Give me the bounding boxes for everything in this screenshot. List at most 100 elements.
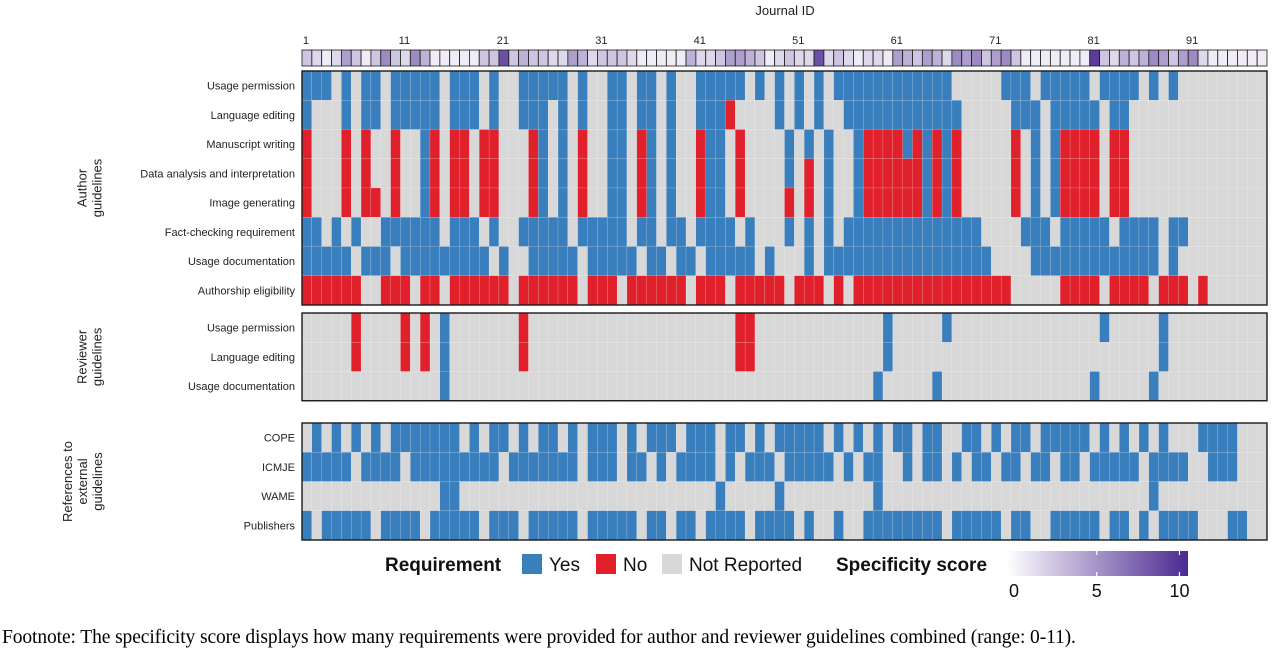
cell-85 [1128,187,1140,218]
cell-58 [863,129,874,159]
cell-10 [390,452,401,482]
score-cell-41 [695,49,707,67]
cell-36 [646,70,657,101]
score-cell-81 [1089,49,1101,67]
cell-15 [439,129,450,159]
cell-2 [311,187,322,218]
cell-36 [646,275,657,306]
cell-36 [646,217,657,247]
cell-90 [1178,129,1189,159]
cell-23 [518,510,529,541]
cell-32 [607,422,618,453]
legend-label-no: No [623,555,647,576]
cell-83 [1109,246,1120,276]
cell-3 [321,452,332,482]
cell-94 [1217,452,1228,482]
cell-12 [410,217,421,247]
cell-78 [1060,342,1071,372]
cell-3 [321,481,332,511]
cell-64 [922,129,933,159]
cell-68 [961,100,972,130]
cell-92 [1197,275,1209,306]
cell-94 [1217,70,1228,101]
cell-34 [626,275,637,306]
cell-76 [1040,246,1051,276]
cell-41 [695,452,706,482]
cell-26 [548,246,559,276]
row-data-analysis-and-interpretation [301,158,1268,189]
cell-45 [735,481,746,511]
cell-95 [1227,129,1238,159]
cell-59 [872,158,884,189]
cell-9 [380,371,391,401]
cell-52 [804,422,815,453]
cell-44 [725,275,736,306]
cell-87 [1148,452,1159,482]
cell-79 [1069,246,1081,276]
score-cell-7 [360,49,372,67]
cell-80 [1079,70,1090,101]
cell-83 [1109,275,1120,306]
cell-3 [321,371,332,401]
cell-51 [794,100,805,130]
cell-83 [1109,481,1120,511]
cell-10 [390,481,401,511]
score-cell-42 [705,49,716,67]
cell-65 [932,481,943,511]
cell-78 [1060,100,1071,130]
cell-57 [853,422,864,453]
cell-46 [744,452,756,482]
cell-30 [587,129,598,159]
cell-85 [1128,312,1140,343]
cell-66 [941,452,953,482]
cell-1 [301,481,312,511]
cell-74 [1020,129,1031,159]
cell-20 [488,217,500,247]
cell-35 [636,452,647,482]
cell-49 [774,371,785,401]
cell-35 [636,312,647,343]
cell-68 [961,481,972,511]
cell-38 [666,342,677,372]
cell-28 [567,371,578,401]
score-cell-66 [941,49,953,67]
cell-74 [1020,187,1031,218]
cell-55 [833,70,844,101]
cell-60 [882,100,893,130]
cell-80 [1079,275,1090,306]
score-cell-79 [1069,49,1081,67]
cell-58 [863,422,874,453]
cell-11 [400,312,411,343]
cell-3 [321,100,332,130]
cell-93 [1207,158,1218,189]
cell-70 [981,100,992,130]
cell-26 [548,312,559,343]
cell-43 [715,129,726,159]
cell-81 [1089,312,1100,343]
cell-48 [764,129,775,159]
cell-95 [1227,217,1238,247]
cell-17 [459,187,470,218]
cell-41 [695,246,706,276]
cell-88 [1158,275,1169,306]
cell-47 [754,158,765,189]
cell-24 [528,158,539,189]
cell-48 [764,452,775,482]
cell-34 [626,100,637,130]
cell-89 [1168,342,1179,372]
cell-73 [1010,371,1021,401]
cell-18 [469,217,480,247]
cell-32 [607,100,618,130]
cell-15 [439,217,450,247]
cell-9 [380,217,391,247]
cell-64 [922,481,933,511]
cell-74 [1020,275,1031,306]
cell-97 [1247,342,1258,372]
score-cell-14 [429,49,441,67]
cell-20 [488,100,500,130]
score-cell-30 [587,49,598,67]
cell-70 [981,342,992,372]
cell-18 [469,510,480,541]
cell-94 [1217,129,1228,159]
cell-14 [429,342,441,372]
